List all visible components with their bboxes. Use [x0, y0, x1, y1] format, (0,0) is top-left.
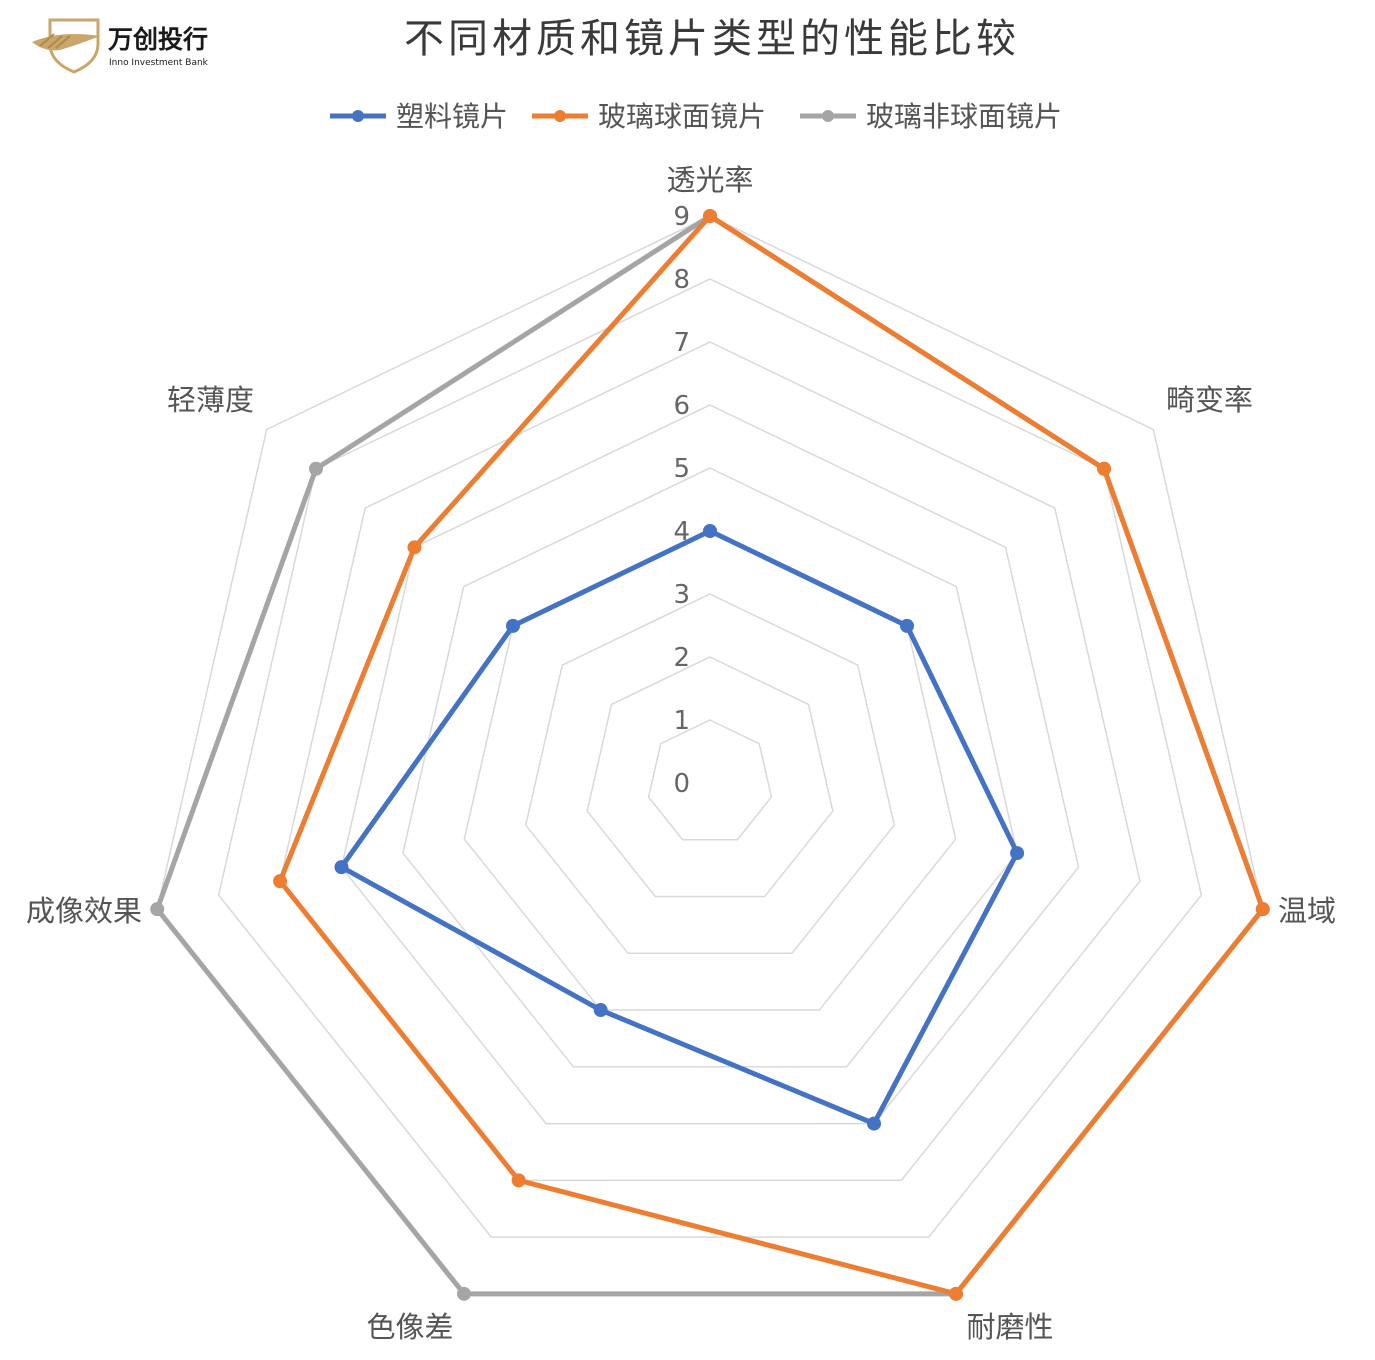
data-point: [1010, 846, 1025, 861]
series-2: [150, 209, 1270, 1301]
axis-label: 透光率: [666, 163, 753, 197]
data-point: [703, 209, 717, 223]
tick-label: 9: [673, 202, 690, 232]
data-point: [593, 1003, 608, 1018]
tick-label: 0: [673, 769, 690, 799]
tick-label: 2: [673, 643, 690, 673]
legend-item-plastic: 塑料镜片: [330, 100, 508, 133]
grid-ring: [524, 593, 896, 955]
logo: 万创投行 Inno Investment Bank: [32, 18, 209, 74]
data-point: [511, 1173, 526, 1188]
series-line: [154, 213, 1266, 1297]
data-point: [867, 1116, 882, 1131]
tick-label: 8: [673, 265, 690, 295]
axis-label: 畸变率: [1166, 383, 1253, 417]
grid-ring: [402, 467, 1018, 1068]
axis-label: 温域: [1278, 894, 1336, 928]
data-point: [308, 461, 323, 476]
tick-label: 4: [673, 517, 690, 547]
chart-title: 不同材质和镜片类型的性能比较: [404, 16, 1020, 62]
series-0: [334, 524, 1025, 1131]
tick-label: 1: [673, 706, 690, 736]
grid-ring: [463, 530, 957, 1011]
axis-label: 耐磨性: [966, 1310, 1053, 1344]
grid-ring: [586, 656, 834, 898]
legend: 塑料镜片 玻璃球面镜片 玻璃非球面镜片: [330, 100, 1062, 133]
grid-ring: [279, 341, 1141, 1182]
legend-label: 玻璃球面镜片: [598, 100, 766, 133]
grid-ring: [340, 404, 1080, 1125]
legend-item-glass-aspherical: 玻璃非球面镜片: [800, 100, 1062, 133]
legend-item-glass-spherical: 玻璃球面镜片: [532, 100, 766, 133]
radar-grid: [156, 215, 1264, 1295]
tick-label: 3: [673, 580, 690, 610]
legend-label: 玻璃非球面镜片: [866, 100, 1062, 133]
data-point: [1255, 902, 1270, 917]
axis-label: 成像效果: [26, 894, 142, 928]
series-line: [277, 213, 1266, 1297]
grid-ring: [217, 278, 1203, 1238]
tick-label: 5: [673, 454, 690, 484]
series-1: [273, 209, 1270, 1301]
legend-label: 塑料镜片: [396, 100, 508, 133]
data-point: [456, 1286, 471, 1301]
logo-name-cn: 万创投行: [108, 25, 208, 54]
logo-name-en: Inno Investment Bank: [109, 58, 209, 68]
data-point: [273, 874, 288, 889]
data-point: [334, 860, 349, 875]
radial-tick-labels: 0 1 2 3 4 5 6 7 8 9: [673, 202, 690, 799]
data-point: [1097, 461, 1112, 476]
shield-icon: [32, 18, 100, 74]
data-point: [949, 1286, 964, 1301]
tick-label: 6: [673, 391, 690, 421]
tick-label: 7: [673, 328, 690, 358]
data-point: [505, 618, 520, 633]
grid-ring: [156, 215, 1264, 1295]
data-point: [150, 902, 165, 917]
data-point: [900, 618, 915, 633]
axis-label: 轻薄度: [167, 383, 254, 417]
grid-ring: [647, 719, 773, 841]
data-point: [703, 524, 717, 538]
data-point: [407, 540, 422, 555]
series-line: [338, 528, 1020, 1127]
axis-label: 色像差: [366, 1310, 453, 1344]
radar-series: [150, 209, 1270, 1301]
